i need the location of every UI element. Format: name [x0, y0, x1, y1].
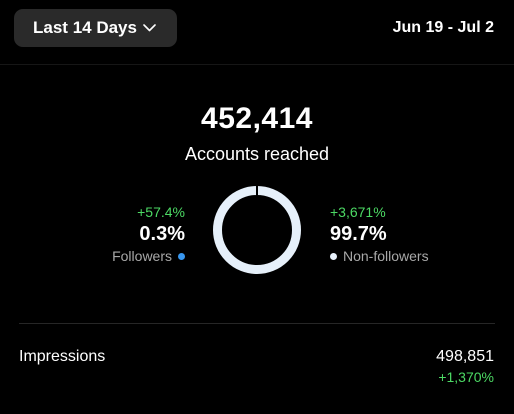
header-divider: [0, 64, 514, 65]
non-followers-legend-label: Non-followers: [343, 248, 429, 264]
followers-change: +57.4%: [137, 204, 185, 220]
non-followers-stat: +3,671% 99.7% Non-followers: [330, 204, 429, 265]
section-divider: [19, 323, 495, 324]
donut-non-followers-arc: [213, 186, 301, 274]
chevron-down-icon: [143, 24, 156, 32]
followers-legend-dot: [178, 252, 185, 260]
non-followers-legend-dot: [330, 252, 337, 260]
impressions-value: 498,851: [436, 348, 494, 365]
non-followers-percent: 99.7%: [330, 223, 387, 245]
non-followers-legend: Non-followers: [330, 247, 429, 265]
impressions-change: +1,370%: [438, 369, 494, 385]
followers-stat: +57.4% 0.3% Followers: [112, 204, 185, 265]
date-range-dropdown[interactable]: Last 14 Days: [14, 9, 177, 47]
accounts-reached-count: 452,414: [201, 102, 313, 135]
date-range-dropdown-label: Last 14 Days: [33, 18, 137, 37]
followers-legend-label: Followers: [112, 248, 172, 264]
followers-percent: 0.3%: [139, 223, 185, 245]
non-followers-change: +3,671%: [330, 204, 386, 220]
followers-legend: Followers: [112, 247, 185, 265]
date-range-text: Jun 19 - Jul 2: [392, 19, 494, 36]
accounts-reached-label: Accounts reached: [184, 144, 330, 164]
impressions-label: Impressions: [19, 348, 106, 365]
followers-donut-chart: [213, 184, 301, 274]
